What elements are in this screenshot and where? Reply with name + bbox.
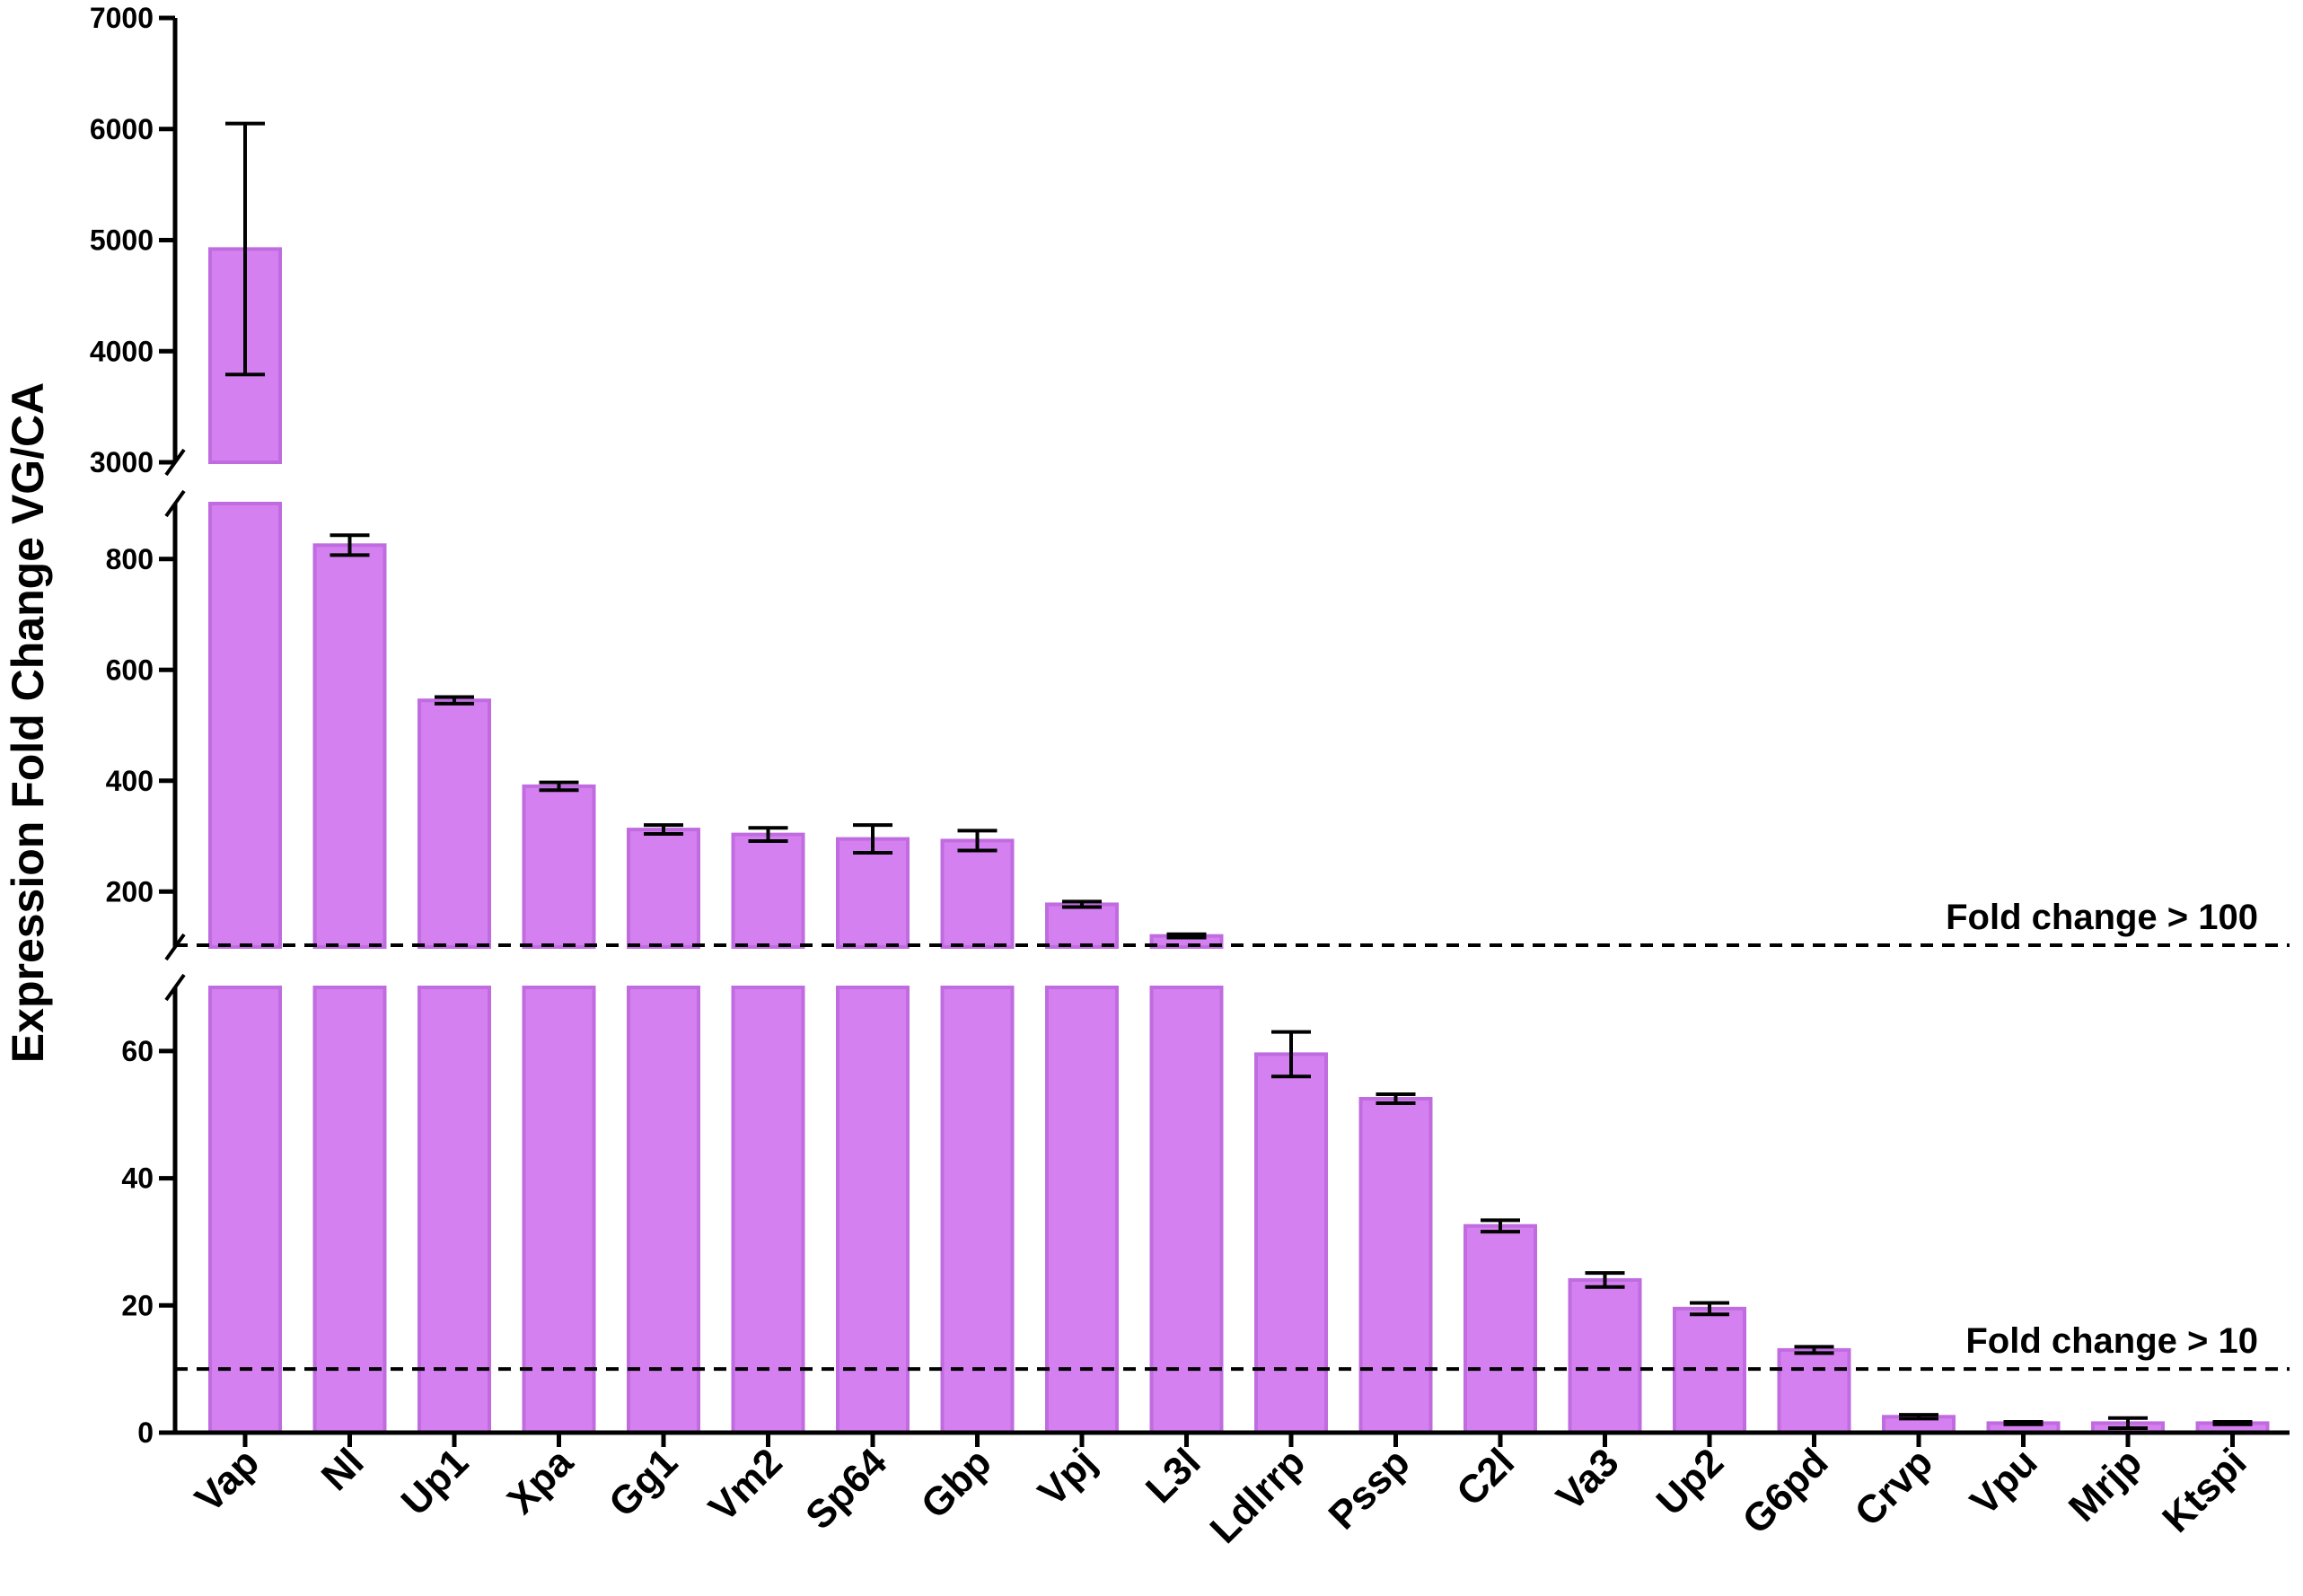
y-tick-label: 5000 bbox=[90, 224, 154, 257]
y-tick-label: 40 bbox=[121, 1162, 154, 1195]
x-tick-label: Vm2 bbox=[700, 1440, 790, 1530]
x-tick-label: Nl bbox=[313, 1440, 373, 1499]
y-tick-label: 600 bbox=[106, 653, 154, 686]
bar-xpa-segment-1 bbox=[522, 784, 596, 949]
error-bars-layer bbox=[225, 121, 2253, 1431]
bar-xpa bbox=[522, 986, 596, 1434]
bar-gg1 bbox=[627, 986, 700, 1434]
axis-break-mark bbox=[164, 489, 186, 518]
y-tick-label: 0 bbox=[137, 1416, 154, 1449]
axis-break-mark bbox=[164, 933, 186, 961]
bar-gbp-segment-1 bbox=[940, 838, 1015, 949]
x-tick-label: Gg1 bbox=[601, 1440, 686, 1525]
bar-va3 bbox=[1568, 1277, 1642, 1435]
bar-c2l bbox=[1464, 1223, 1537, 1434]
x-tick-label: Sp64 bbox=[797, 1440, 895, 1538]
bar-l3l bbox=[1149, 986, 1224, 1434]
x-tick-label: Mrjp bbox=[2061, 1440, 2150, 1530]
y-tick-label: 400 bbox=[106, 765, 154, 797]
x-tick-label: Crvp bbox=[1847, 1440, 1942, 1535]
x-tick-label: Vpu bbox=[1962, 1440, 2045, 1523]
x-tick-label: C2l bbox=[1448, 1440, 1523, 1514]
bar-sp64-segment-1 bbox=[836, 837, 910, 950]
x-tick-label: Va3 bbox=[1548, 1440, 1627, 1519]
axis-break-mark bbox=[164, 973, 186, 1002]
bar-vap-segment-1 bbox=[208, 502, 282, 949]
reference-lines-layer: Fold change > 100 Fold change > 10 bbox=[175, 898, 2290, 1372]
x-tick-label: Ldlrrp bbox=[1202, 1440, 1314, 1552]
y-tick-label: 7000 bbox=[90, 2, 154, 34]
x-tick-label: Gbp bbox=[913, 1440, 1000, 1527]
y-axis-title: Expression Fold Change VG/CA bbox=[3, 382, 53, 1063]
x-tick-label: Up1 bbox=[393, 1440, 477, 1523]
bar-nl-segment-1 bbox=[312, 543, 387, 949]
axis-break-mark bbox=[164, 448, 186, 477]
x-tick-label: L3l bbox=[1138, 1440, 1209, 1512]
reference-line-label: Fold change > 10 bbox=[1965, 1321, 2258, 1361]
bar-up1-segment-1 bbox=[418, 698, 491, 950]
bar-gbp bbox=[940, 986, 1015, 1434]
x-tick-label: G6pd bbox=[1734, 1440, 1836, 1542]
bar-ldlrrp bbox=[1254, 1052, 1328, 1435]
bar-pssp bbox=[1358, 1097, 1433, 1434]
bar-vap bbox=[208, 986, 282, 1434]
y-tick-label: 800 bbox=[106, 543, 154, 575]
bars-layer bbox=[208, 247, 2270, 1435]
x-tick-label: Vpj bbox=[1030, 1440, 1104, 1514]
bar-vpj-segment-1 bbox=[1045, 902, 1119, 950]
y-tick-label: 20 bbox=[121, 1289, 154, 1321]
y-tick-label: 60 bbox=[121, 1035, 154, 1067]
x-tick-label: Pssp bbox=[1321, 1440, 1419, 1538]
x-tick-label: Up2 bbox=[1648, 1440, 1732, 1523]
bar-vpj bbox=[1045, 986, 1119, 1434]
bar-up1 bbox=[418, 986, 491, 1434]
bar-g6pd bbox=[1777, 1347, 1851, 1435]
bar-sp64 bbox=[836, 986, 910, 1434]
y-tick-label: 6000 bbox=[90, 113, 154, 145]
x-tick-label: Ktspi bbox=[2154, 1440, 2255, 1540]
y-tick-label: 200 bbox=[106, 875, 154, 908]
y-tick-label: 4000 bbox=[90, 335, 154, 367]
x-tick-label: Vap bbox=[187, 1440, 268, 1521]
bar-vm2 bbox=[731, 986, 805, 1434]
reference-line-label: Fold change > 100 bbox=[1946, 898, 2258, 937]
bar-vm2-segment-1 bbox=[731, 832, 805, 950]
x-tick-label: Xpa bbox=[499, 1440, 582, 1522]
bar-gg1-segment-1 bbox=[627, 828, 700, 950]
bar-nl bbox=[312, 986, 387, 1434]
y-tick-label: 3000 bbox=[90, 446, 154, 478]
y-axis: 0 20 40 60 200 400 600 800 3000 4000 5000 6000 7000 bbox=[90, 2, 2290, 1449]
